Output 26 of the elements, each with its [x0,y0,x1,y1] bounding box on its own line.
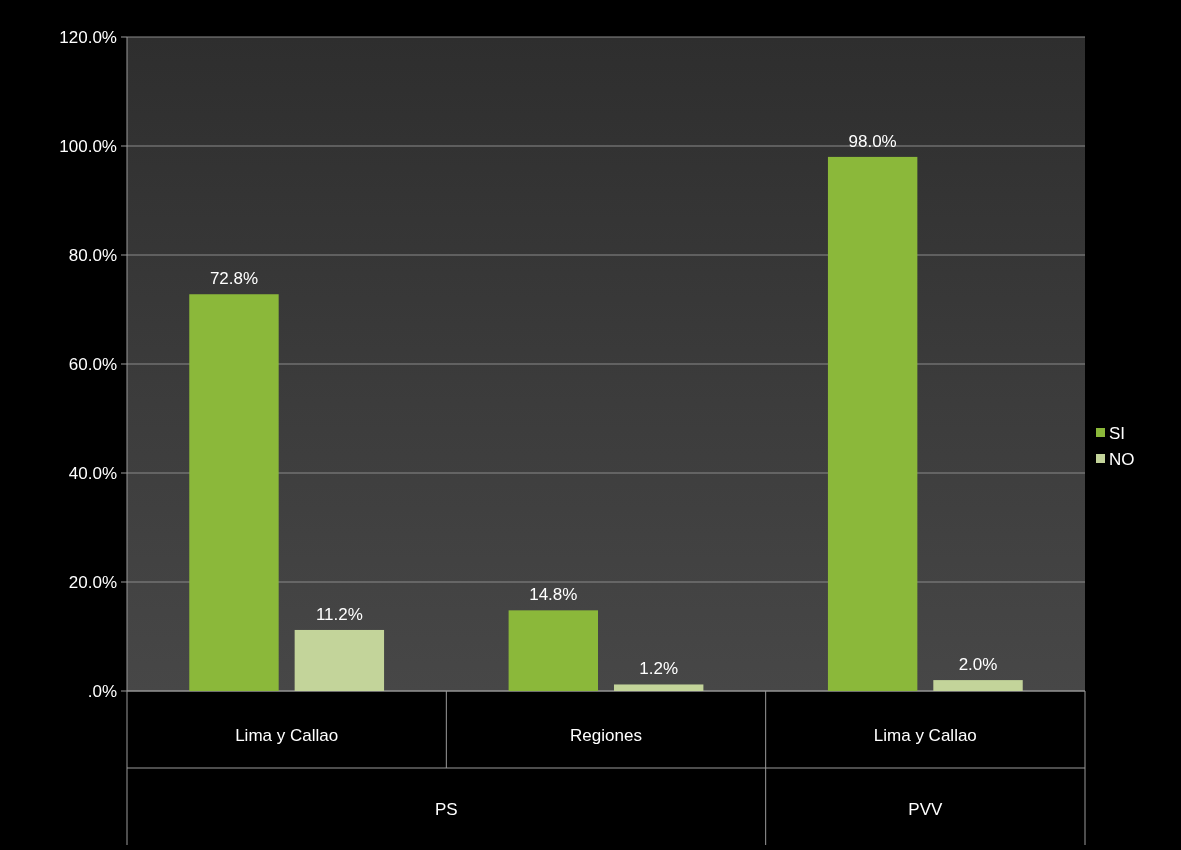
y-tick-label: 120.0% [59,27,117,47]
bar [613,684,704,691]
data-label: 98.0% [848,131,897,151]
bar [827,156,918,691]
text: PVV [908,800,943,819]
data-label: 11.2% [315,604,363,624]
x-tick-label: Regiones [570,726,642,745]
data-label: 72.8% [209,269,259,289]
text: PS [434,800,458,819]
bar [189,294,279,691]
y-tick-label: 80.0% [68,245,117,265]
x-tick-label: Lima y Callao [873,726,977,745]
x-tick-label: Lima y Callao [235,726,339,745]
data-label: 2.0% [958,655,998,675]
bar [933,680,1023,691]
bar [508,610,599,691]
legend-label: NO [1109,449,1135,469]
y-tick-label: 40.0% [68,463,117,483]
y-tick-label: 20.0% [68,572,117,592]
y-tick-label: 60.0% [68,354,117,374]
legend-label: SI [1109,423,1126,443]
bar [294,629,385,691]
y-tick-label: .0% [87,681,117,701]
y-tick-label: 100.0% [59,136,117,156]
data-label: 14.8% [529,585,578,605]
data-label: 1.2% [639,659,679,679]
